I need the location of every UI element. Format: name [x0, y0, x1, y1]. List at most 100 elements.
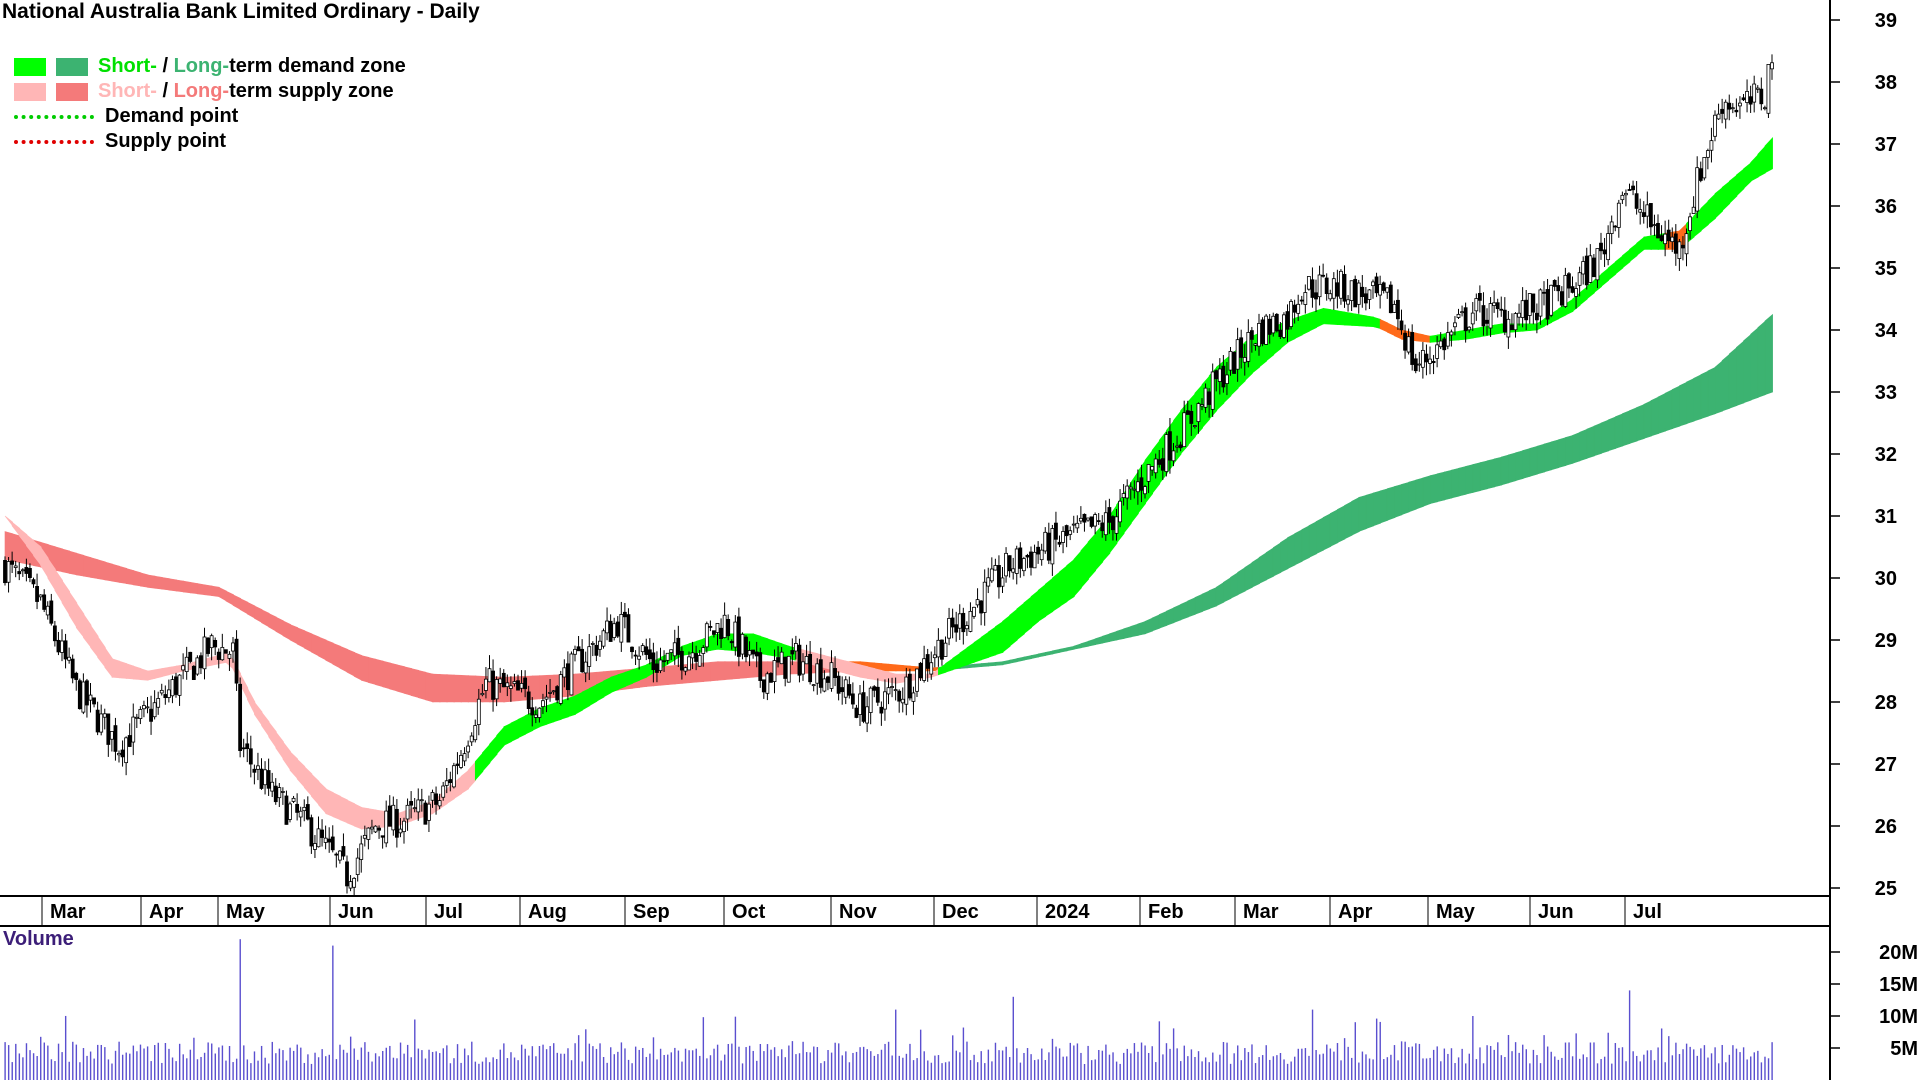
candle-down: [1278, 329, 1283, 337]
short-term-zone-segment: [61, 579, 71, 617]
short-term-zone-segment: [617, 671, 626, 691]
short-term-zone-segment: [118, 660, 128, 679]
volume-bar: [342, 1049, 345, 1080]
long-term-zone-segment: [1002, 659, 1011, 666]
volume-bar: [232, 1062, 234, 1080]
candle-up: [1128, 486, 1133, 490]
volume-bar: [40, 1036, 42, 1080]
volume-bar: [1489, 1045, 1492, 1080]
volume-bar: [560, 1053, 562, 1080]
volume-bar: [553, 1043, 555, 1080]
candle-up: [690, 652, 695, 659]
long-term-zone-segment: [61, 548, 71, 574]
legend-demand-zone: Short- / Long-term demand zone: [14, 54, 406, 79]
candle-up: [1474, 298, 1479, 312]
volume-bar: [667, 1054, 669, 1080]
x-tick-label: Dec: [942, 901, 979, 923]
candle-down: [1353, 278, 1358, 308]
candle-down: [320, 829, 324, 838]
short-term-zone-segment: [1607, 261, 1617, 282]
volume-bar: [36, 1056, 38, 1080]
short-term-zone-segment: [567, 695, 576, 718]
short-term-zone-segment: [132, 665, 142, 681]
candle-up: [1755, 87, 1760, 90]
short-term-zone-segment: [1736, 168, 1745, 197]
candle-up: [156, 698, 161, 708]
volume-bar: [1197, 1051, 1200, 1080]
candle-up: [1296, 303, 1301, 314]
short-term-zone-segment: [1009, 608, 1018, 647]
candle-up: [569, 653, 574, 696]
candle-up: [1228, 350, 1233, 371]
volume-bar: [1073, 1045, 1075, 1080]
volume-bar: [335, 1059, 338, 1080]
long-term-zone-segment: [1436, 471, 1446, 503]
short-term-zone-segment: [346, 799, 356, 827]
candle-up: [1086, 517, 1090, 521]
candle-down: [24, 567, 29, 574]
long-term-zone-segment: [204, 584, 213, 597]
volume-bar: [1486, 1045, 1488, 1080]
long-term-zone-segment: [325, 639, 334, 665]
volume-bar: [146, 1046, 149, 1080]
candle-up: [601, 630, 606, 647]
volume-bar: [1226, 1042, 1228, 1080]
candle-down: [651, 652, 656, 671]
volume-bar: [895, 1009, 897, 1080]
long-term-zone-segment: [1486, 458, 1496, 490]
short-term-zone-segment: [1757, 145, 1766, 178]
candle-down: [1741, 97, 1746, 101]
candle-up: [45, 605, 50, 616]
volume-bar: [902, 1057, 904, 1080]
candle-up: [1620, 194, 1625, 201]
candle-up: [1011, 568, 1016, 573]
legend-demand-sep: /: [156, 55, 174, 77]
candle-down: [1545, 289, 1550, 320]
volume-bar: [1685, 1043, 1688, 1080]
volume-bar: [538, 1046, 541, 1080]
candle-up: [587, 646, 592, 667]
candle-down: [309, 817, 314, 847]
short-term-zone-segment: [1707, 192, 1716, 226]
volume-bar: [1012, 996, 1014, 1080]
candle-down: [872, 686, 877, 691]
candle-down: [1570, 286, 1575, 293]
volume-bar: [748, 1045, 751, 1080]
volume-bar: [1461, 1048, 1463, 1080]
long-term-zone-segment: [97, 559, 106, 581]
volume-bar: [1397, 1060, 1399, 1080]
volume-bar: [577, 1035, 580, 1080]
long-term-zone-segment: [246, 601, 256, 619]
volume-bar: [606, 1062, 608, 1080]
long-term-zone-segment: [303, 630, 313, 653]
volume-bar: [599, 1043, 601, 1080]
candle-up: [1702, 157, 1707, 179]
candle-up: [170, 679, 175, 697]
volume-bar: [118, 1041, 120, 1080]
volume-bar: [955, 1050, 957, 1080]
candle-down: [950, 617, 955, 628]
y-tick-label: 39: [1875, 10, 1897, 32]
candle-up: [829, 662, 834, 689]
candle-down: [448, 779, 453, 784]
long-term-zone-segment: [239, 597, 249, 615]
volume-bar: [449, 1063, 452, 1080]
short-term-zone-segment: [125, 663, 135, 680]
volume-bar: [353, 1048, 355, 1080]
candle-down: [1499, 308, 1504, 311]
long-term-zone-segment: [1714, 359, 1724, 415]
candle-up: [337, 850, 342, 861]
candle-down: [630, 646, 634, 653]
volume-bar: [456, 1044, 459, 1080]
candle-up: [109, 731, 114, 740]
candle-down: [1025, 554, 1030, 558]
volume-bar: [157, 1042, 159, 1080]
candle-up: [124, 737, 129, 764]
candle-up: [1331, 278, 1336, 299]
candle-up: [1588, 255, 1593, 283]
candle-down: [1442, 338, 1447, 351]
candle-down: [380, 835, 385, 838]
long-term-zone-segment: [1023, 655, 1032, 661]
long-term-zone-segment: [1572, 431, 1581, 464]
